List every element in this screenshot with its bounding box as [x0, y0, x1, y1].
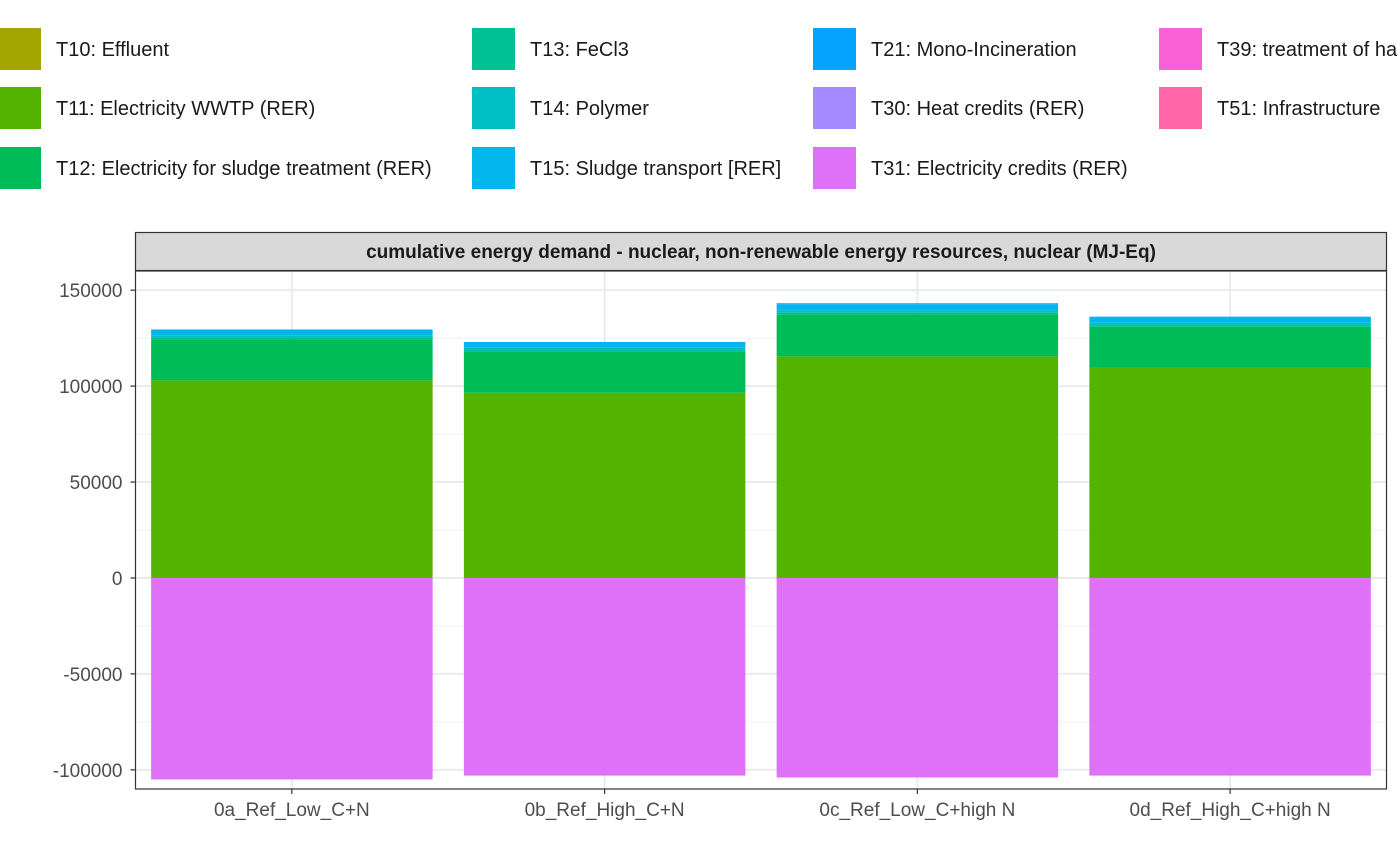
y-axis: -100000 -50000 0 50000 100000 150000	[53, 281, 136, 782]
bar-segment	[1089, 317, 1371, 323]
legend-key	[813, 87, 856, 129]
strip-background	[134, 231, 1388, 272]
bar-segment	[151, 330, 433, 336]
bar-segment	[1089, 325, 1371, 327]
bar-segment	[151, 329, 433, 331]
bar-segment	[151, 339, 433, 381]
bar-segment	[1089, 322, 1371, 326]
plot-panel	[134, 270, 1388, 790]
legend-label: T13: FeCl3	[530, 39, 629, 61]
legend-key	[0, 28, 41, 70]
legend-key	[0, 147, 41, 189]
y-tick-label: -50000	[63, 665, 122, 686]
legend-key	[472, 28, 515, 70]
legend-key	[472, 87, 515, 129]
y-tick-label: 50000	[70, 473, 123, 494]
legend-label: T21: Mono-Incineration	[871, 39, 1077, 61]
bar-segment	[1089, 367, 1371, 578]
bar-segment	[1089, 326, 1371, 368]
bar-segment	[151, 380, 433, 578]
bar-segment	[463, 347, 746, 351]
legend-label: T11: Electricity WWTP (RER)	[56, 98, 315, 120]
y-tick-label: 100000	[59, 377, 122, 398]
bar-segment	[776, 314, 1059, 357]
bar-segment	[776, 304, 1059, 311]
bar-segment	[463, 350, 746, 352]
bar-segment	[776, 312, 1059, 315]
x-tick-label: 0b_Ref_High_C+N	[525, 800, 685, 821]
bar-segment	[463, 577, 746, 776]
legend-label: T15: Sludge transport [RER]	[530, 158, 781, 180]
bar-segment	[151, 337, 433, 340]
x-tick-label: 0c_Ref_Low_C+high N	[819, 800, 1015, 821]
y-tick-label: 0	[112, 569, 123, 590]
legend-label: T10: Effluent	[56, 39, 169, 61]
legend-key	[1159, 87, 1202, 129]
bar-segment	[463, 351, 746, 393]
bar-segment	[463, 341, 746, 343]
bar-segment	[776, 303, 1059, 305]
y-tick-label: -100000	[53, 761, 123, 782]
bar-segment	[463, 392, 746, 578]
bar-segment	[151, 577, 433, 780]
y-tick-label: 150000	[59, 281, 122, 302]
bar-segment	[463, 342, 746, 348]
bar-segment	[776, 356, 1059, 578]
legend-label: T31: Electricity credits (RER)	[871, 158, 1128, 180]
legend-label: T30: Heat credits (RER)	[871, 98, 1084, 120]
bar-segment	[1089, 577, 1371, 776]
legend-key	[813, 28, 856, 70]
legend: T10: Effluent T11: Electricity WWTP (RER)…	[0, 28, 1398, 189]
legend-key	[813, 147, 856, 189]
legend-label: T12: Electricity for sludge treatment (R…	[56, 158, 432, 180]
legend-label: T14: Polymer	[530, 98, 649, 120]
legend-label: T51: Infrastructure	[1217, 98, 1380, 120]
legend-label: T39: treatment of ha	[1217, 39, 1398, 61]
bar-segment	[776, 310, 1059, 313]
x-tick-label: 0a_Ref_Low_C+N	[214, 800, 370, 821]
legend-key	[472, 147, 515, 189]
bar-segment	[151, 335, 433, 338]
bar-segment	[1089, 316, 1371, 318]
chart-title: cumulative energy demand - nuclear, non-…	[366, 242, 1156, 263]
legend-key	[1159, 28, 1202, 70]
bar-segment	[776, 577, 1059, 778]
legend-key	[0, 87, 41, 129]
x-axis: 0a_Ref_Low_C+N 0b_Ref_High_C+N 0c_Ref_Low_…	[214, 789, 1331, 821]
x-tick-label: 0d_Ref_High_C+high N	[1130, 800, 1331, 821]
